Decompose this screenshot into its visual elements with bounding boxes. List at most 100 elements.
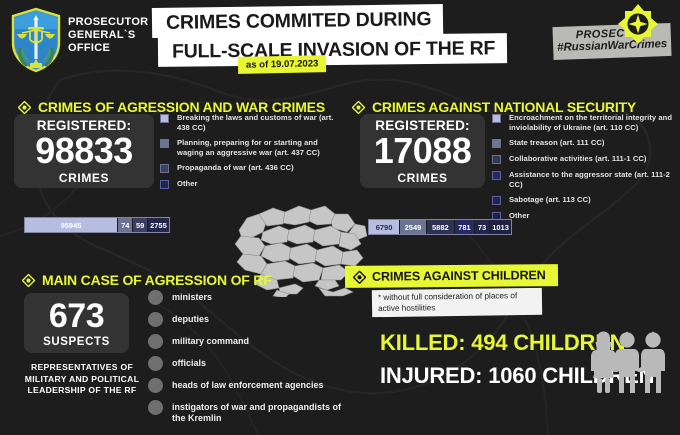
bar-segment: 74 [118,218,134,232]
bullet-dot-icon [148,334,163,349]
legend-label: Breaking the laws and customs of war (ar… [177,113,334,132]
bar-segment: 95945 [25,218,119,232]
bullet-dot-icon [148,400,163,415]
suspect-category-list: ministers deputies military command offi… [148,290,348,431]
suspects-card: 673 SUSPECTS [24,293,129,353]
legend-item: Other [160,179,340,190]
stacked-bar-aggression: 95945 74 59 2755 [24,217,170,233]
legend-swatch [492,196,501,206]
list-item-label: deputies [172,314,210,324]
legend-swatch [160,139,169,149]
list-item-label: ministers [172,292,213,302]
section-header-children: CRIMES AGAINST CHILDREN [344,264,558,288]
bar-segment-value: 2755 [150,220,167,230]
legend-label: Collaborative activities (art. 111-1 CC) [509,154,647,164]
legend-label: State treason (art. 111 CC) [509,138,605,148]
legend-label: Other [509,211,530,221]
bar-segment: 1013 [490,220,511,234]
bar-segment-value: 95945 [60,220,82,230]
legend-swatch [492,139,501,149]
bar-segment: 59 [133,218,148,232]
bar-segment-value: 74 [121,220,130,230]
organization-name: PROSECUTOR GENERAL`S OFFICE [68,16,158,55]
org-line-3: OFFICE [68,42,111,54]
legend-aggression: Breaking the laws and customs of war (ar… [160,113,340,195]
legend-swatch [492,155,501,165]
crosshair-icon [352,100,365,114]
list-item-label: instigators of war and propagandists of … [172,402,342,423]
suspects-unit: SUSPECTS [43,336,110,348]
children-killed-stat: KILLED: 494 CHILDREN [380,330,626,355]
registered-unit: CRIMES [58,170,110,185]
legend-label: Sabotage (art. 113 CC) [509,195,591,205]
registered-value: 17088 [373,129,472,171]
registered-label: REGISTERED: [36,117,132,133]
section-header-aggression: CRIMES OF AGRESSION AND WAR CRIMES [18,99,325,115]
bar-segment: 2549 [400,220,427,234]
legend-item: Other [492,211,677,222]
title-line-2: FULL-SCALE INVASION OF THE RF [157,33,508,67]
section-title-main-case: MAIN CASE OF AGRESSION OF RF [42,272,272,288]
registered-card-aggression: REGISTERED: 98833 CRIMES [14,114,154,188]
list-item-label: heads of law enforcement agencies [172,380,324,390]
crosshair-icon [352,270,367,284]
legend-swatch [160,180,169,190]
legend-item: Propaganda of war (art. 436 CC) [160,163,340,174]
section-title-children: CRIMES AGAINST CHILDREN [371,268,546,284]
bar-segment-value: 6790 [375,222,393,232]
three-children-icon [591,331,665,393]
bar-segment-value: 59 [136,220,145,230]
legend-item: Planning, preparing for or starting and … [160,138,340,157]
section-header-national-security: CRIMES AGAINST NATIONAL SECURITY [352,99,636,115]
bullet-dot-icon [148,378,163,393]
legend-swatch [492,114,501,123]
suspects-value: 673 [48,297,105,335]
list-item: heads of law enforcement agencies [148,378,348,393]
crosshair-icon [18,100,31,114]
registered-unit: CRIMES [397,170,448,185]
bar-segment-value: 73 [477,222,487,232]
registered-label: REGISTERED: [375,117,470,133]
bar-segment-value: 2549 [404,222,422,232]
registered-value: 98833 [35,129,133,171]
bar-segment: 2755 [147,218,169,232]
bar-segment-value: 1013 [492,222,509,232]
bar-segment: 5882 [426,220,455,234]
section-title-national-security: CRIMES AGAINST NATIONAL SECURITY [372,99,637,115]
stacked-bar-national-security: 6790 2549 5882 781 73 1013 [368,219,512,235]
legend-swatch [160,114,169,123]
legend-swatch [160,164,169,174]
legend-item: State treason (art. 111 CC) [492,138,677,149]
legend-national-security: Encroachment on the territorial integrit… [492,113,677,227]
legend-item: Sabotage (art. 113 CC) [492,195,677,206]
crosshair-icon [22,273,35,287]
bar-segment: 6790 [369,220,401,234]
list-item: deputies [148,312,348,327]
legend-label: Propaganda of war (art. 436 CC) [177,163,294,173]
main-case-caption: REPRESENTATIVES OF MILITARY AND POLITICA… [24,362,140,395]
bar-segment-value: 781 [458,222,471,232]
children-note-text: * without full consideration of places o… [377,291,518,313]
bar-segment-value: 5882 [432,222,449,232]
bullet-dot-icon [148,290,163,305]
org-line-1: PROSECUTOR [68,16,149,28]
date-badge: as of 19.07.2023 [237,55,327,74]
legend-swatch [492,171,501,181]
legend-item: Assistance to the aggressor state (art. … [492,170,677,189]
org-line-2: GENERAL`S [68,29,136,41]
legend-item: Encroachment on the territorial integrit… [492,113,677,132]
children-note: * without full consideration of places o… [371,287,543,318]
bullet-dot-icon [148,312,163,327]
section-title-aggression: CRIMES OF AGRESSION AND WAR CRIMES [38,99,325,115]
list-item-label: officials [172,358,207,368]
legend-item: Collaborative activities (art. 111-1 CC) [492,154,677,165]
list-item-label: military command [172,336,250,346]
legend-label: Assistance to the aggressor state (art. … [509,170,670,189]
legend-label: Other [177,179,198,189]
registered-card-national-security: REGISTERED: 17088 CRIMES [360,114,485,188]
ukraine-map [234,205,368,297]
title-line-1: CRIMES COMMITED DURING [151,3,444,39]
list-item: military command [148,334,348,349]
list-item: instigators of war and propagandists of … [148,400,348,424]
